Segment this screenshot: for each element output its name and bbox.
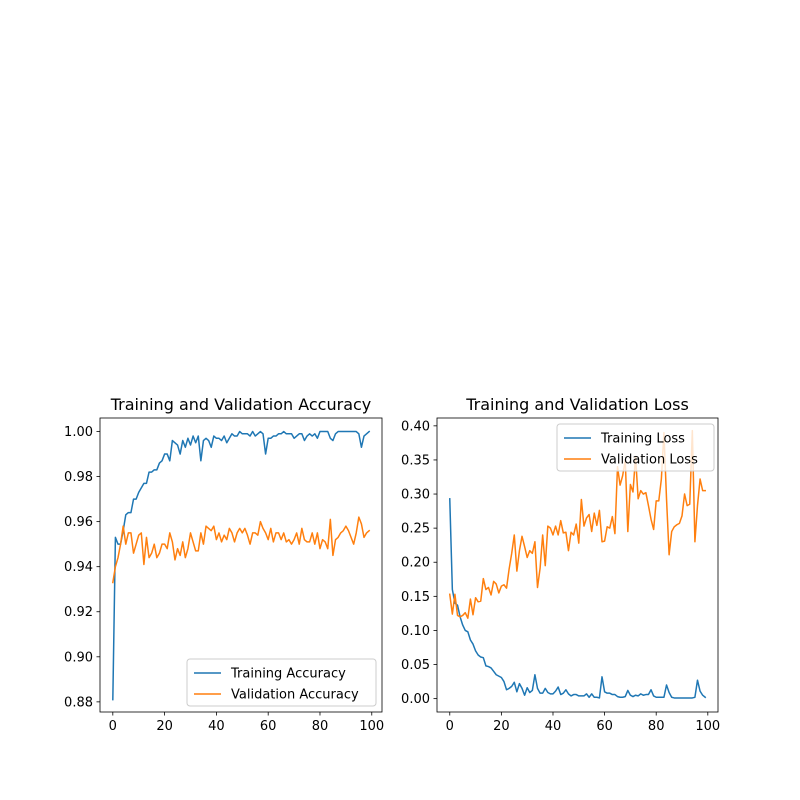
loss-y-tick-label: 0.05 [401, 658, 430, 673]
loss-legend-box [556, 423, 715, 472]
accuracy-series-line-training-accuracy [112, 430, 371, 701]
accuracy-plot-area: 0 20 40 60 80 100 0.88 0.90 0.92 0.94 0.96 0.98 1.00… [64, 417, 384, 734]
loss-x-tick-label: 0 [446, 719, 454, 734]
loss-x-tick-label: 80 [648, 719, 665, 734]
accuracy-y-tick-label: 0.90 [64, 650, 93, 665]
loss-legend: Training Loss Validation Loss [556, 423, 715, 472]
accuracy-y-tick-label: 0.88 [64, 695, 93, 710]
accuracy-chart-title: Training and Validation Accuracy [110, 395, 372, 414]
loss-y-tick-label: 0.35 [401, 453, 430, 468]
accuracy-y-tick-label: 0.96 [64, 515, 93, 530]
accuracy-y-tick-label: 0.98 [64, 470, 93, 485]
accuracy-y-tick-label: 0.92 [64, 605, 93, 620]
accuracy-legend-label-validation-accuracy: Validation Accuracy [231, 688, 359, 703]
accuracy-x-tick-label: 0 [109, 719, 117, 734]
accuracy-legend-label-training-accuracy: Training Accuracy [230, 667, 346, 682]
accuracy-y-tick-label: 0.94 [64, 560, 93, 575]
accuracy-chart: Training and Validation Accuracy 0 20 40 60… [64, 395, 384, 734]
loss-axes-frame [436, 417, 719, 713]
loss-x-tick-label: 60 [596, 719, 613, 734]
loss-y-tick-label: 0.40 [401, 419, 430, 434]
loss-y-tick-label: 0.10 [401, 624, 430, 639]
loss-plot-area: 0 20 40 60 80 100 0.00 0.05 0.10 0.15 0.20 0.25 0.30… [401, 417, 720, 734]
loss-x-tick-label: 100 [695, 719, 720, 734]
loss-y-tick-label: 0.25 [401, 522, 430, 537]
loss-legend-label-training-loss: Training Loss [600, 432, 685, 447]
accuracy-y-tick-label: 1.00 [64, 425, 93, 440]
loss-chart: Training and Validation Loss 0 20 40 60 80 10… [401, 395, 720, 734]
accuracy-x-tick-label: 100 [359, 719, 384, 734]
loss-legend-label-validation-loss: Validation Loss [601, 453, 698, 468]
loss-x-tick-label: 40 [545, 719, 562, 734]
loss-chart-title: Training and Validation Loss [465, 395, 689, 414]
accuracy-legend: Training Accuracy Validation Accuracy [186, 658, 377, 707]
accuracy-series-line-validation-accuracy [111, 516, 371, 584]
loss-series-line-training-loss [448, 498, 707, 699]
loss-y-tick-label: 0.30 [401, 488, 430, 503]
accuracy-x-tick-label: 60 [260, 719, 277, 734]
loss-y-tick-label: 0.15 [401, 590, 430, 605]
loss-y-tick-label: 0.20 [401, 556, 430, 571]
loss-x-tick-label: 20 [493, 719, 510, 734]
accuracy-axes-frame [99, 417, 383, 713]
accuracy-legend-box [186, 658, 377, 707]
accuracy-x-tick-label: 20 [156, 719, 173, 734]
loss-y-tick-label: 0.00 [401, 692, 430, 707]
accuracy-x-tick-label: 80 [312, 719, 329, 734]
accuracy-x-tick-label: 40 [208, 719, 225, 734]
